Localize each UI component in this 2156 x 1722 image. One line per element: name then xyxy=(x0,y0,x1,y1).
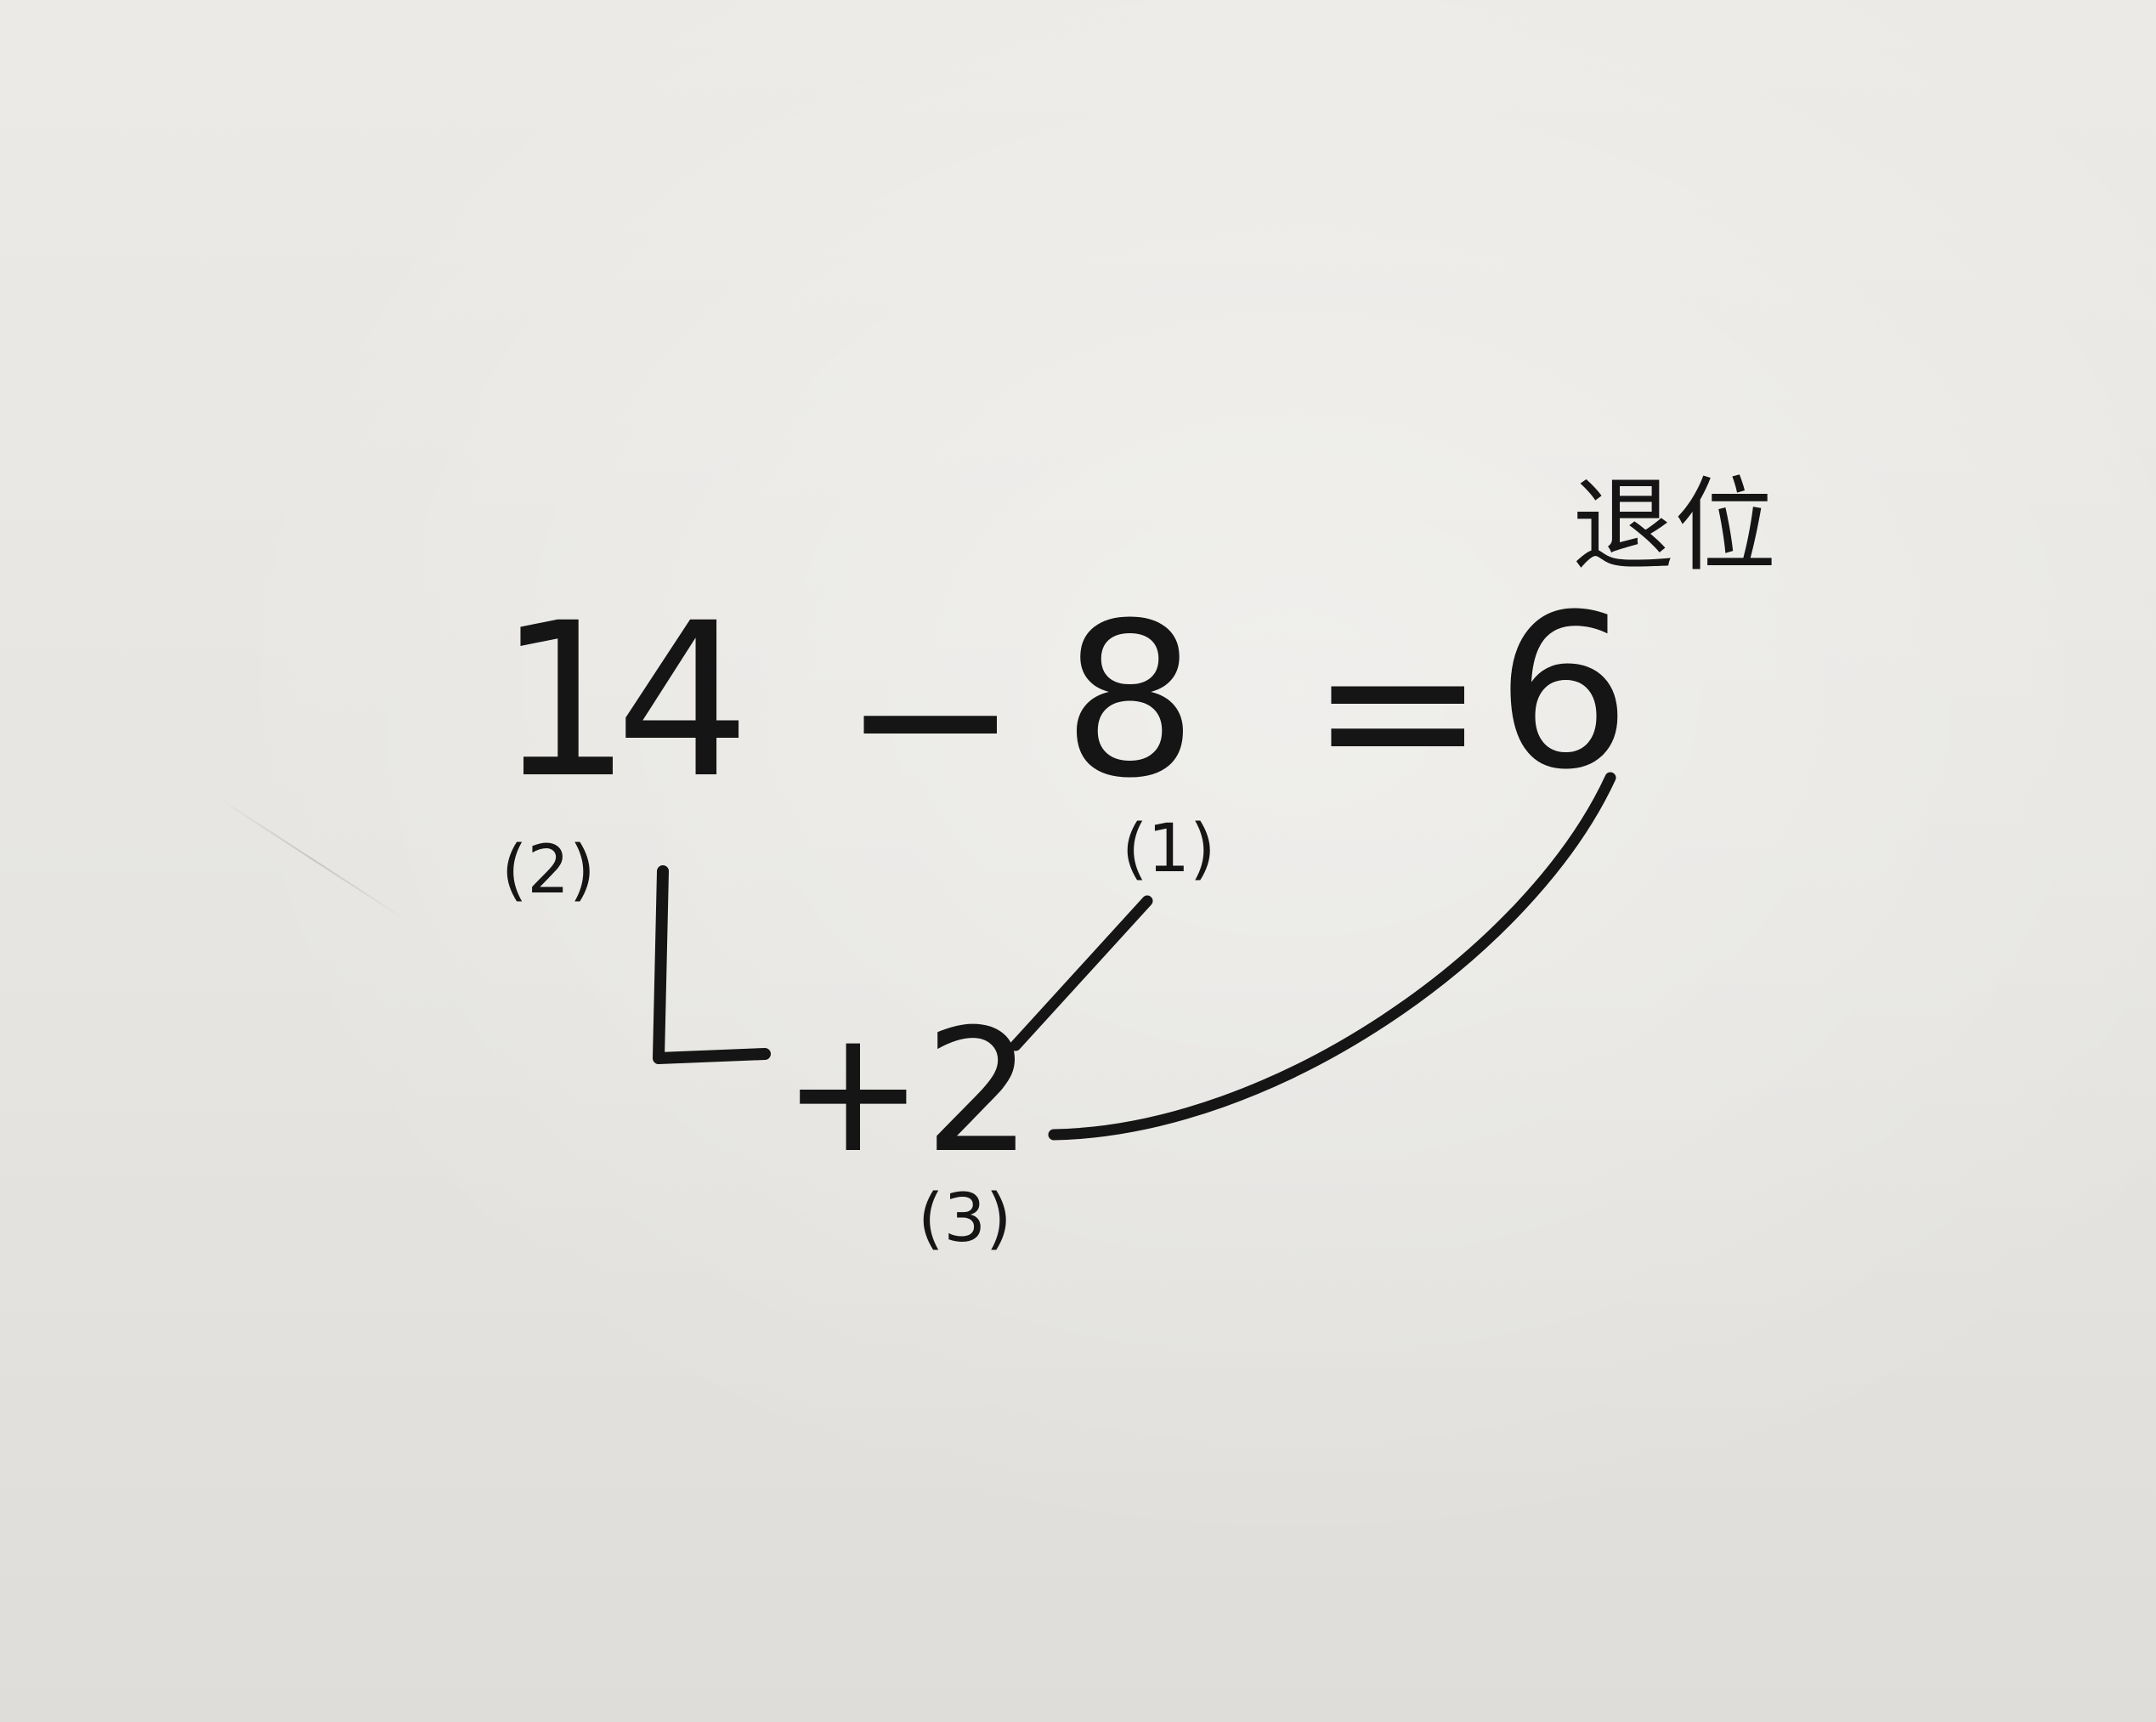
equals-sign: = xyxy=(1309,586,1487,833)
subtrahend-number: 8 xyxy=(1062,577,1198,824)
minus-sign: − xyxy=(841,594,1020,841)
connector-curve-long xyxy=(1048,772,1616,1141)
bracket-line xyxy=(653,865,771,1064)
step-label-3: (3) xyxy=(918,1181,1012,1257)
step-label-1: (1) xyxy=(1122,811,1216,887)
borrow-note: 退位 xyxy=(1572,467,1776,586)
result-number: 6 xyxy=(1496,569,1632,816)
step-label-2: (2) xyxy=(501,832,596,909)
plus-two-annotation: +2 xyxy=(782,993,1033,1191)
minuend-number: 14 xyxy=(497,577,750,824)
connector-line-short xyxy=(1010,895,1153,1051)
